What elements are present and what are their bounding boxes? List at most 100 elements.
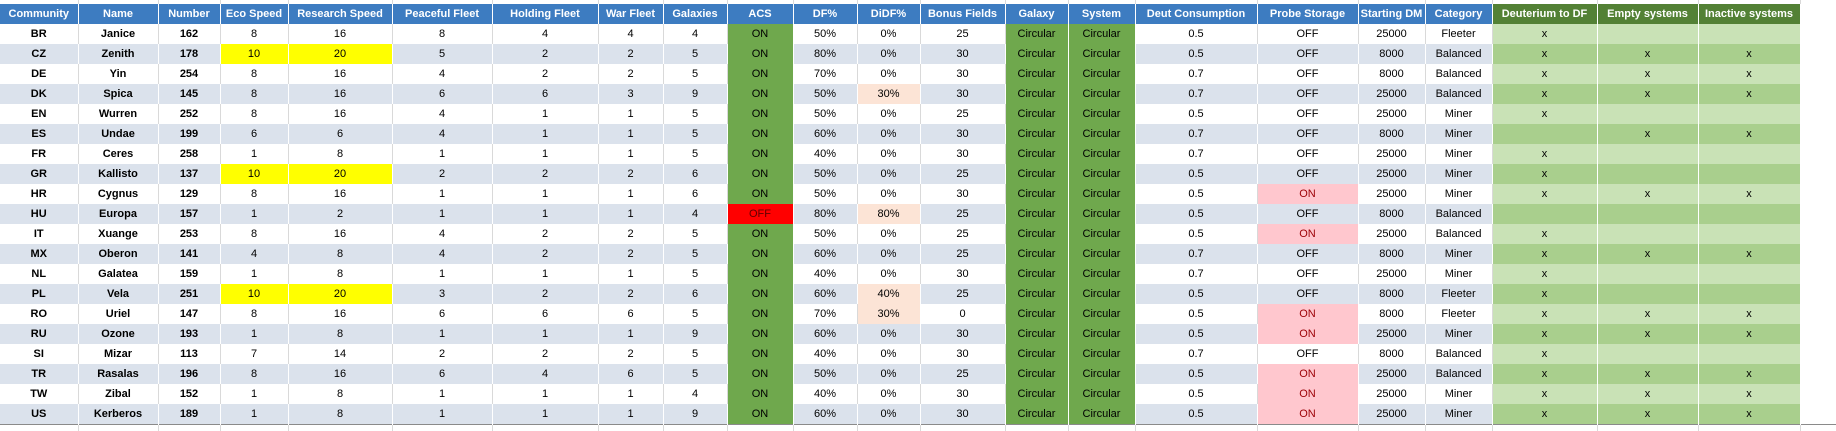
cell-war-fleet[interactable]: 1 (598, 324, 664, 344)
cell-number[interactable]: 137 (158, 164, 221, 184)
cell-galaxy[interactable]: Circular (1005, 104, 1069, 124)
cell-category[interactable]: Miner (1425, 264, 1493, 284)
cell-war-fleet[interactable]: 1 (598, 264, 664, 284)
cell-category[interactable]: Fleeter (1425, 284, 1493, 304)
cell-number[interactable]: 141 (158, 244, 221, 264)
cell-acs[interactable]: ON (727, 84, 794, 104)
cell-galaxies[interactable]: 9 (663, 84, 728, 104)
cell-deuterium-to-df[interactable]: x (1492, 384, 1598, 404)
cell-empty-systems[interactable]: x (1597, 84, 1699, 104)
column-header-research-speed[interactable]: Research Speed (288, 4, 393, 24)
cell-research-speed[interactable]: 16 (288, 224, 393, 244)
cell-number[interactable]: 145 (158, 84, 221, 104)
cell-eco-speed[interactable]: 1 (220, 384, 289, 404)
cell-bonus-fields[interactable]: 25 (920, 244, 1006, 264)
cell-empty-systems[interactable] (1597, 24, 1699, 44)
cell-eco-speed[interactable]: 8 (220, 184, 289, 204)
cell-holding-fleet[interactable]: 2 (492, 224, 599, 244)
cell-holding-fleet[interactable]: 1 (492, 124, 599, 144)
cell-df[interactable]: 80% (793, 204, 858, 224)
column-header-community[interactable]: Community (0, 4, 79, 24)
cell-deuterium-to-df[interactable] (1492, 124, 1598, 144)
cell-community[interactable]: GR (0, 164, 79, 184)
cell-holding-fleet[interactable]: 2 (492, 64, 599, 84)
cell-research-speed[interactable]: 6 (288, 124, 393, 144)
cell-system[interactable]: Circular (1068, 144, 1136, 164)
column-header-galaxy[interactable]: Galaxy (1005, 4, 1069, 24)
cell-starting-dm[interactable]: 25000 (1358, 224, 1426, 244)
cell-name[interactable]: Oberon (78, 244, 159, 264)
cell-holding-fleet[interactable]: 6 (492, 84, 599, 104)
cell-war-fleet[interactable]: 4 (598, 24, 664, 44)
cell-war-fleet[interactable]: 2 (598, 64, 664, 84)
cell-war-fleet[interactable]: 3 (598, 84, 664, 104)
column-header-df[interactable]: DF% (793, 4, 858, 24)
cell-didf[interactable]: 0% (857, 324, 921, 344)
cell-community[interactable]: IT (0, 224, 79, 244)
cell-df[interactable]: 60% (793, 124, 858, 144)
cell-inactive-systems[interactable]: x (1698, 384, 1801, 404)
cell-deuterium-to-df[interactable]: x (1492, 324, 1598, 344)
cell-acs[interactable]: ON (727, 264, 794, 284)
cell-research-speed[interactable]: 2 (288, 204, 393, 224)
cell-community[interactable]: TW (0, 384, 79, 404)
cell-eco-speed[interactable]: 10 (220, 284, 289, 304)
cell-didf[interactable]: 30% (857, 304, 921, 324)
cell-deuterium-to-df[interactable]: x (1492, 364, 1598, 384)
cell-number[interactable]: 178 (158, 44, 221, 64)
cell-category[interactable]: Miner (1425, 324, 1493, 344)
cell-category[interactable]: Balanced (1425, 344, 1493, 364)
cell-community[interactable]: PL (0, 284, 79, 304)
cell-number[interactable]: 162 (158, 24, 221, 44)
cell-acs[interactable]: ON (727, 104, 794, 124)
cell-didf[interactable]: 0% (857, 244, 921, 264)
cell-war-fleet[interactable]: 2 (598, 224, 664, 244)
cell-peaceful-fleet[interactable]: 2 (392, 164, 493, 184)
cell-number[interactable]: 254 (158, 64, 221, 84)
cell-galaxy[interactable]: Circular (1005, 264, 1069, 284)
cell-name[interactable]: Rasalas (78, 364, 159, 384)
cell-system[interactable]: Circular (1068, 244, 1136, 264)
cell-bonus-fields[interactable]: 25 (920, 164, 1006, 184)
cell-didf[interactable]: 0% (857, 164, 921, 184)
cell-number[interactable]: 113 (158, 344, 221, 364)
cell-deut-consumption[interactable]: 0.7 (1135, 84, 1258, 104)
cell-war-fleet[interactable]: 2 (598, 164, 664, 184)
cell-inactive-systems[interactable] (1698, 24, 1801, 44)
cell-holding-fleet[interactable]: 2 (492, 284, 599, 304)
cell-name[interactable]: Kerberos (78, 404, 159, 425)
cell-system[interactable]: Circular (1068, 124, 1136, 144)
cell-research-speed[interactable]: 16 (288, 84, 393, 104)
cell-number[interactable]: 152 (158, 384, 221, 404)
cell-system[interactable]: Circular (1068, 44, 1136, 64)
cell-acs[interactable]: ON (727, 384, 794, 404)
cell-probe-storage[interactable]: OFF (1257, 104, 1359, 124)
cell-category[interactable]: Miner (1425, 384, 1493, 404)
column-header-bonus-fields[interactable]: Bonus Fields (920, 4, 1006, 24)
cell-galaxy[interactable]: Circular (1005, 384, 1069, 404)
cell-empty-systems[interactable] (1597, 164, 1699, 184)
cell-galaxies[interactable]: 6 (663, 164, 728, 184)
cell-deut-consumption[interactable]: 0.5 (1135, 364, 1258, 384)
column-header-acs[interactable]: ACS (727, 4, 794, 24)
cell-eco-speed[interactable]: 10 (220, 44, 289, 64)
column-header-war-fleet[interactable]: War Fleet (598, 4, 664, 24)
cell-galaxies[interactable]: 5 (663, 224, 728, 244)
cell-empty-systems[interactable]: x (1597, 324, 1699, 344)
cell-community[interactable]: RU (0, 324, 79, 344)
cell-empty-systems[interactable] (1597, 344, 1699, 364)
cell-system[interactable]: Circular (1068, 204, 1136, 224)
column-header-holding-fleet[interactable]: Holding Fleet (492, 4, 599, 24)
cell-inactive-systems[interactable]: x (1698, 124, 1801, 144)
cell-empty-systems[interactable]: x (1597, 184, 1699, 204)
cell-probe-storage[interactable]: OFF (1257, 284, 1359, 304)
cell-research-speed[interactable]: 16 (288, 364, 393, 384)
cell-didf[interactable]: 0% (857, 404, 921, 425)
cell-starting-dm[interactable]: 25000 (1358, 104, 1426, 124)
cell-df[interactable]: 60% (793, 244, 858, 264)
cell-research-speed[interactable]: 8 (288, 384, 393, 404)
cell-didf[interactable]: 0% (857, 384, 921, 404)
cell-eco-speed[interactable]: 8 (220, 364, 289, 384)
cell-empty-systems[interactable]: x (1597, 384, 1699, 404)
cell-peaceful-fleet[interactable]: 1 (392, 324, 493, 344)
